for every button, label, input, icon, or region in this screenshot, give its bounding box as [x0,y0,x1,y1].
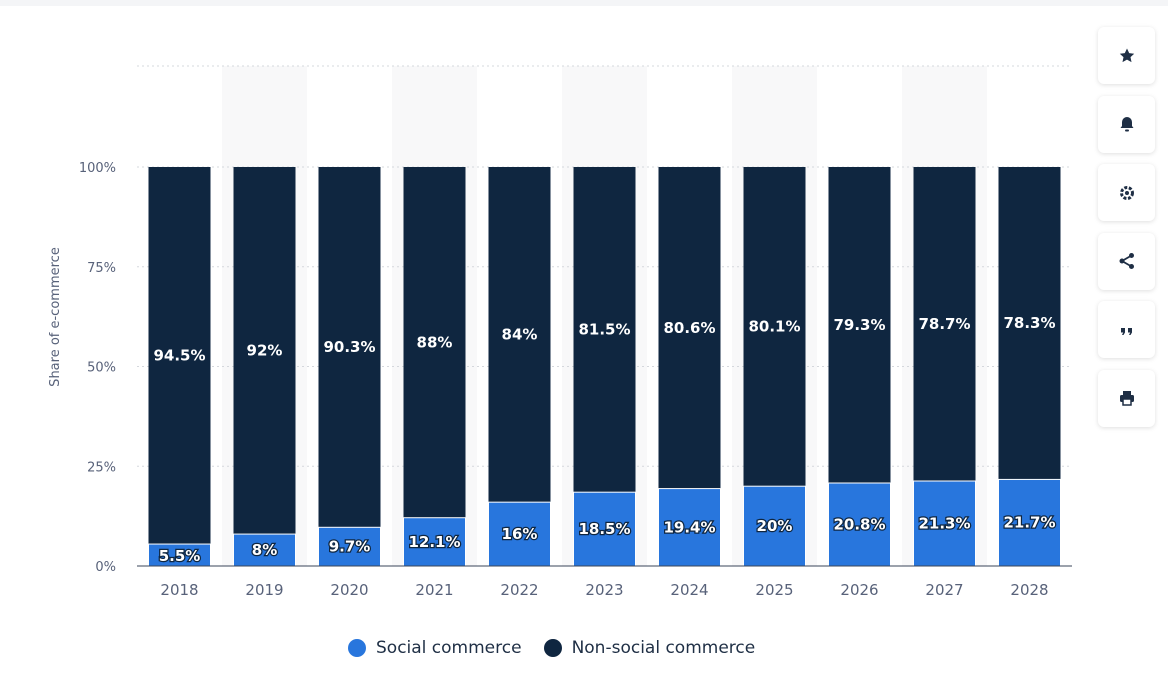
bar-non-social-2023 [573,167,636,493]
bar-social-2028 [998,478,1061,567]
y-tick-label: 25% [87,460,116,475]
data-label-non-social: 81.5% [578,321,630,339]
legend-swatch-social [348,639,366,657]
data-label-non-social: 84% [502,326,538,344]
bar-social-2022 [488,501,551,567]
x-tick-label: 2025 [755,581,793,599]
legend-label-non-social: Non-social commerce [571,638,756,658]
x-tick-label: 2022 [500,581,538,599]
x-tick-label: 2021 [415,581,453,599]
share-icon [1119,253,1134,269]
x-tick-label: 2023 [585,581,623,599]
data-label-social: 19.4% [663,518,715,536]
legend-item-social[interactable]: Social commerce [348,638,522,658]
x-tick-label: 2028 [1010,581,1048,599]
data-label-social: 9.7% [329,538,371,556]
y-tick-label: 75% [87,261,116,276]
bar-non-social-2020 [318,167,381,528]
settings-button[interactable] [1098,164,1155,221]
x-tick-label: 2024 [670,581,708,599]
data-label-non-social: 88% [417,333,453,351]
data-label-non-social: 78.3% [1003,314,1055,332]
y-tick-label: 50% [87,361,116,376]
chart-legend: Social commerce Non-social commerce [348,638,777,658]
legend-swatch-non-social [543,639,562,657]
data-label-non-social: 79.3% [833,316,885,334]
bar-social-2025 [743,485,806,567]
bar-non-social-2026 [828,167,891,484]
gear-icon [1119,185,1134,200]
data-label-non-social: 80.6% [663,319,715,337]
data-label-non-social: 94.5% [153,347,205,365]
top-border [0,0,1168,6]
data-label-non-social: 80.1% [748,318,800,336]
x-tick-label: 2018 [160,581,198,599]
bar-non-social-2022 [488,167,551,503]
print-button[interactable] [1098,369,1155,427]
bar-non-social-2028 [998,167,1061,480]
data-label-social: 21.3% [918,515,970,533]
favorite-button[interactable] [1098,27,1155,84]
bar-social-2024 [658,488,721,567]
stacked-bar-chart: 0% 25% 50% 75% 100% Share of e-commerce 94.5% 5… [48,65,1072,599]
legend-item-non-social[interactable]: Non-social commerce [543,638,756,658]
printer-icon [1119,391,1134,406]
data-label-social: 20% [757,517,793,535]
bar-non-social-2018 [148,167,211,545]
share-button[interactable] [1098,232,1155,290]
bar-non-social-2019 [233,167,296,535]
bar-non-social-2027 [913,167,976,482]
y-axis-title: Share of e-commerce [48,247,63,387]
x-tick-label: 2027 [925,581,963,599]
cite-button[interactable] [1098,301,1155,358]
bell-icon [1120,117,1133,132]
y-tick-label: 100% [79,161,116,176]
data-label-non-social: 92% [247,342,283,360]
bar-social-2026 [828,482,891,567]
data-label-social: 20.8% [833,516,885,534]
bar-non-social-2025 [743,167,806,487]
x-tick-label: 2019 [245,581,283,599]
data-label-non-social: 90.3% [323,338,375,356]
star-icon [1119,48,1134,62]
quote-icon [1120,327,1132,335]
x-tick-label: 2020 [330,581,368,599]
bar-non-social-2024 [658,167,721,489]
data-label-social: 8% [252,541,277,559]
bar-social-2027 [913,480,976,567]
data-label-social: 16% [502,525,538,543]
data-label-non-social: 78.7% [918,315,970,333]
data-label-social: 18.5% [578,520,630,538]
data-label-social: 21.7% [1003,514,1055,532]
bar-non-social-2021 [403,167,466,518]
y-tick-label: 0% [95,560,116,575]
bar-social-2023 [573,491,636,567]
bar-social-2020 [318,526,381,567]
legend-label-social: Social commerce [376,638,522,658]
data-label-social: 5.5% [159,547,201,565]
notification-button[interactable] [1098,95,1155,153]
x-tick-label: 2026 [840,581,878,599]
data-label-social: 12.1% [408,533,460,551]
